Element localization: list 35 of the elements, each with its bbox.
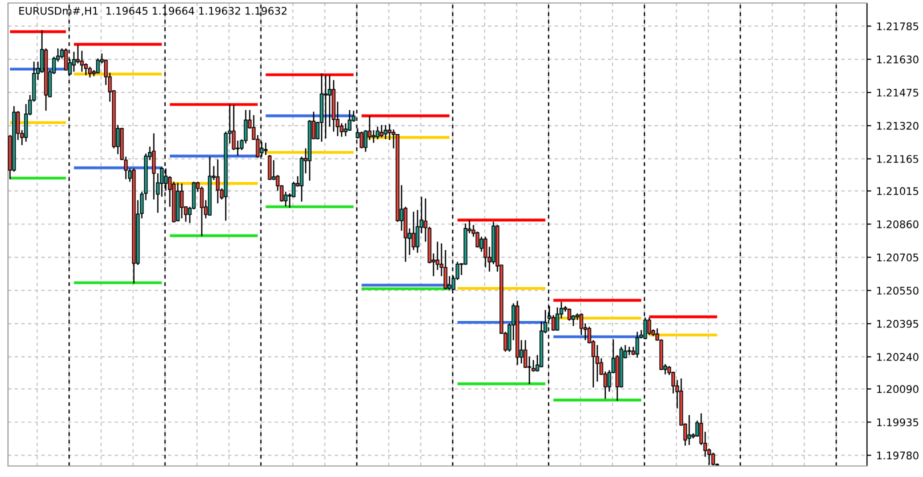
y-tick-label: 1.21785 [877, 22, 918, 30]
candlestick [264, 142, 268, 156]
y-tick-label: 1.21320 [877, 122, 918, 130]
candlestick [711, 452, 716, 466]
y-tick-label: 1.20705 [877, 254, 918, 262]
candlestick [88, 66, 92, 78]
candlestick [268, 154, 272, 181]
y-tick-label: 1.21015 [877, 187, 918, 196]
candlestick [412, 211, 416, 251]
candlestick [579, 312, 584, 336]
y-tick-label: 1.20550 [877, 286, 918, 295]
candlestick [647, 316, 652, 336]
y-tick-label: 1.19780 [877, 452, 918, 460]
candlestick [384, 124, 388, 140]
y-tick-label: 1.19935 [877, 418, 918, 426]
candlestick [180, 182, 184, 219]
candlestick [96, 58, 100, 74]
candlestick [380, 124, 384, 138]
candlestick [340, 122, 344, 138]
y-tick-label: 1.21630 [877, 56, 918, 64]
y-tick-label: 1.21165 [877, 155, 918, 163]
y-tick-label: 1.20240 [877, 353, 918, 361]
candlestick [635, 331, 640, 358]
chart-title: EURUSDm#,H1 1.19645 1.19664 1.19632 1.19632 [19, 6, 286, 16]
y-tick-label: 1.20395 [877, 320, 918, 328]
candlestick [324, 74, 328, 140]
candlestick [372, 130, 376, 144]
candlestick [360, 131, 364, 149]
candlestick [376, 126, 380, 140]
candlestick [687, 414, 692, 446]
y-tick-label: 1.20090 [877, 385, 918, 394]
y-tick-label: 1.21475 [877, 88, 918, 97]
candlestick [216, 158, 220, 204]
candlestick [484, 236, 488, 268]
y-tick-label: 1.20860 [877, 220, 918, 228]
